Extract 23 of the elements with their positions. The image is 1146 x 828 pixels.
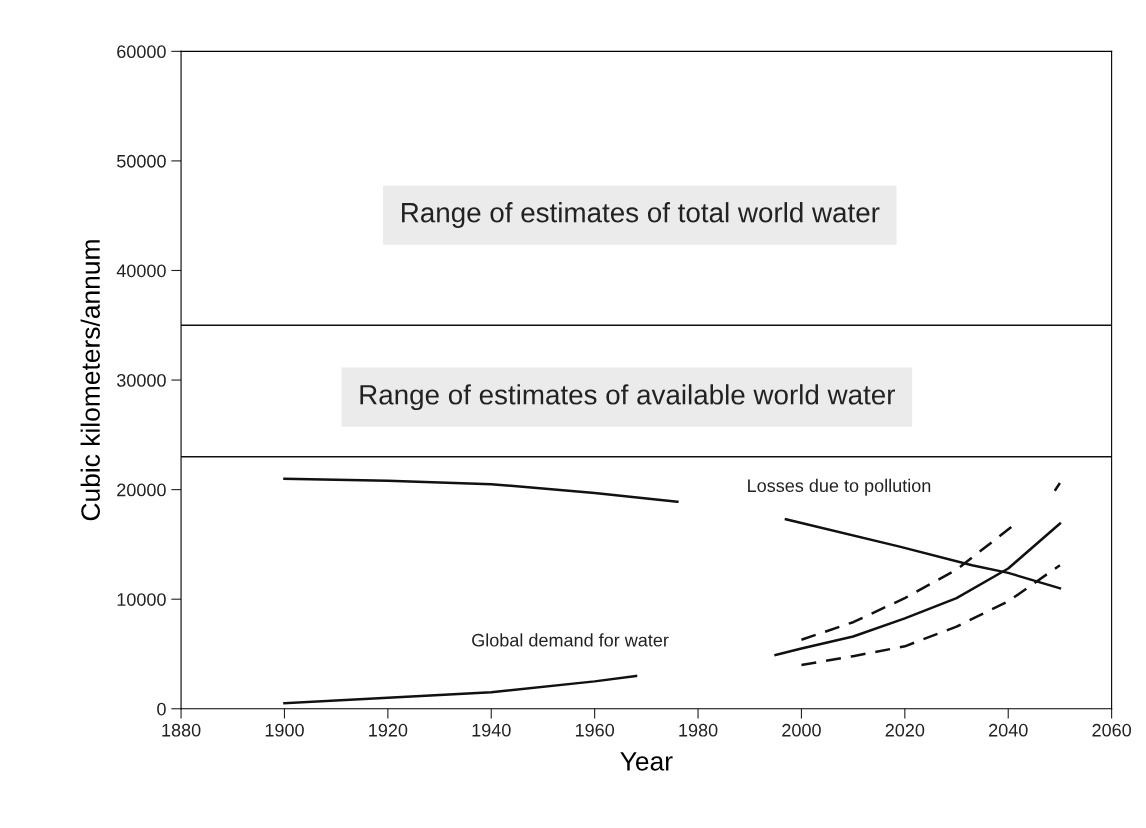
y-tick-label: 60000 bbox=[117, 45, 166, 59]
x-tick-label: 2040 bbox=[989, 723, 1028, 737]
y-tick-label: 30000 bbox=[116, 373, 166, 387]
y-tick-label: 40000 bbox=[116, 264, 166, 278]
x-tick-label: 1940 bbox=[472, 723, 511, 737]
annotation: Losses due to pollution bbox=[748, 478, 931, 496]
x-tick-label: 1880 bbox=[162, 723, 201, 737]
annotation: Global demand for water bbox=[472, 633, 669, 647]
y-tick-label: 10000 bbox=[117, 593, 166, 606]
x-tick-label: 2020 bbox=[885, 723, 925, 737]
x-tick-label: 1900 bbox=[265, 723, 304, 737]
y-axis-title: Cubic kilometers/annum bbox=[80, 240, 100, 521]
y-tick-label: 0 bbox=[157, 702, 166, 716]
x-tick-label: 1920 bbox=[369, 723, 408, 737]
x-tick-label: 2000 bbox=[782, 723, 821, 737]
annotation: Range of estimates of available world water bbox=[360, 384, 896, 411]
x-axis-title: Year bbox=[620, 752, 673, 771]
annotation: Range of estimates of total world water bbox=[402, 202, 880, 228]
y-tick-label: 20000 bbox=[117, 483, 166, 497]
y-tick-label: 50000 bbox=[117, 154, 166, 168]
x-tick-label: 1980 bbox=[679, 723, 718, 737]
x-tick-label: 1960 bbox=[575, 723, 615, 737]
x-tick-label: 2060 bbox=[1092, 723, 1131, 737]
